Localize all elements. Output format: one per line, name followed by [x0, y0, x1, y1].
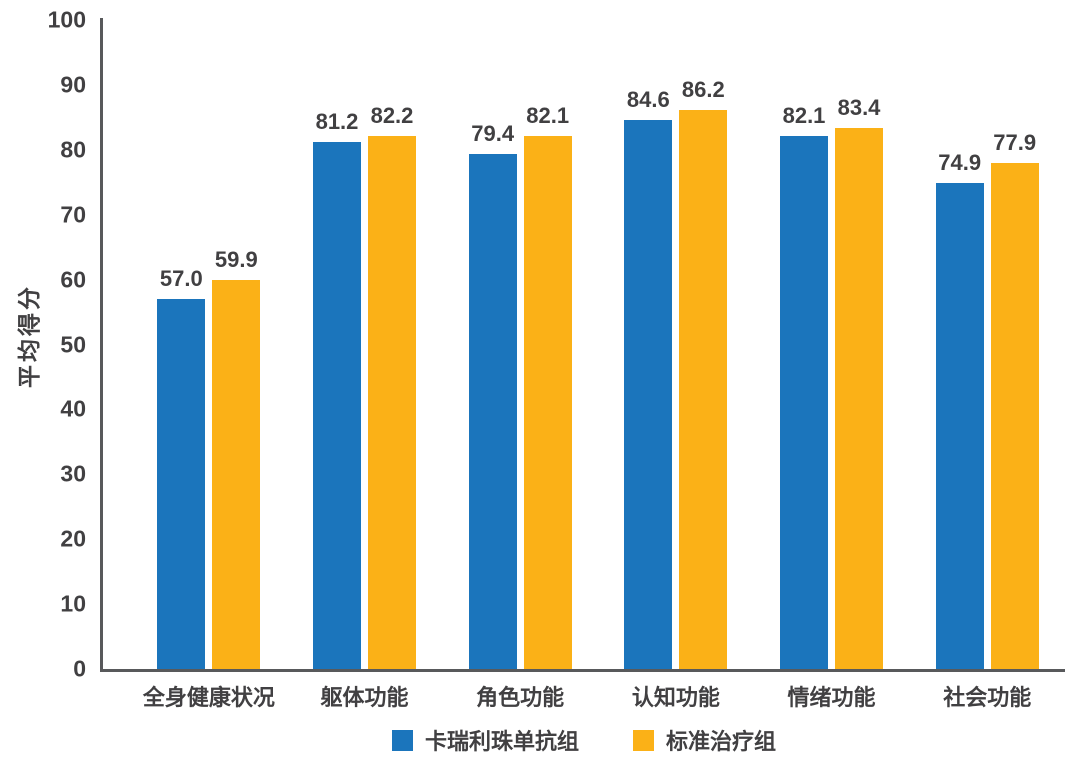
legend: 卡瑞利珠单抗组 标准治疗组: [103, 724, 1065, 756]
y-tick-label: 90: [60, 71, 86, 98]
bar: 59.9: [212, 247, 261, 669]
y-tick-label: 60: [60, 266, 86, 293]
bar-group: 84.6 86.2: [624, 20, 728, 669]
x-axis-category-label: 情绪功能: [787, 685, 876, 710]
y-axis-line: [100, 18, 103, 672]
bar-value-label: 86.2: [681, 76, 725, 102]
bar-group-slot: 79.4 82.1: [442, 20, 598, 669]
y-tick-label: 30: [60, 460, 86, 487]
bar: 81.2: [313, 109, 361, 669]
bar-group-slot: 82.1 83.4: [754, 20, 910, 669]
bar: 74.9: [935, 150, 984, 669]
bar: 84.6: [624, 87, 673, 669]
bar-value-label: 84.6: [626, 86, 670, 112]
bar-value-label: 82.1: [526, 103, 570, 129]
y-tick-label: 70: [60, 201, 86, 228]
bar: 86.2: [679, 77, 728, 669]
x-axis-category-label: 认知功能: [631, 685, 720, 710]
bar-value-label: 57.0: [159, 266, 203, 292]
y-tick-label: 20: [60, 525, 86, 552]
y-tick-label: 50: [60, 331, 86, 357]
bar-value-label: 82.2: [370, 102, 414, 128]
bar-group-slot: 74.9 77.9: [909, 20, 1065, 669]
legend-label: 卡瑞利珠单抗组: [424, 729, 579, 754]
x-axis-category-label: 社会功能: [943, 685, 1032, 710]
bar-group-slot: 81.2 82.2: [287, 20, 443, 669]
bar: 57.0: [157, 266, 206, 669]
bar: 83.4: [835, 95, 884, 669]
x-axis-labels: 全身健康状况 躯体功能 角色功能 认知功能 情绪功能 社会功能: [103, 680, 1065, 712]
bar-group: 81.2 82.2: [313, 20, 416, 669]
legend-entry: 卡瑞利珠单抗组: [391, 724, 579, 756]
legend-entry: 标准治疗组: [633, 724, 776, 756]
bar-value-label: 74.9: [938, 149, 982, 175]
bar: 77.9: [990, 130, 1039, 669]
legend-swatch: [391, 729, 413, 751]
x-axis-category-label: 角色功能: [476, 685, 565, 710]
y-tick-label: 100: [47, 6, 86, 33]
bar-value-label: 83.4: [837, 94, 881, 120]
bar-value-label: 79.4: [471, 120, 515, 146]
plot-area: 57.0 59.9 81.2 82.2 79.4 82.1 84.6 86.2 82.1 83.4…: [103, 20, 1065, 669]
bar-value-label: 77.9: [993, 130, 1037, 156]
bar-group: 79.4 82.1: [468, 20, 572, 669]
bar: 82.1: [780, 103, 829, 669]
bar: 82.1: [523, 103, 572, 669]
y-tick-label: 80: [60, 136, 86, 163]
bar-value-label: 59.9: [214, 247, 258, 273]
x-axis-category-label: 全身健康状况: [142, 685, 275, 710]
bar: 82.2: [368, 103, 416, 669]
bars-row: 57.0 59.9 81.2 82.2 79.4 82.1 84.6 86.2 82.1 83.4…: [103, 20, 1065, 669]
bar-value-label: 81.2: [315, 109, 359, 135]
y-axis-ticks: 0 10 20 30 40 50 60 70 80 90 100: [0, 7, 86, 682]
legend-swatch: [633, 729, 654, 751]
x-axis-category-label: 躯体功能: [320, 685, 409, 710]
bar-group-slot: 57.0 59.9: [131, 20, 287, 669]
bar-group-slot: 84.6 86.2: [598, 20, 754, 669]
bar-group: 57.0 59.9: [157, 20, 261, 669]
x-axis-line: [100, 669, 1065, 672]
bar-value-label: 82.1: [782, 103, 826, 129]
y-tick-label: 0: [73, 655, 86, 682]
bar-group: 82.1 83.4: [780, 20, 884, 669]
bar-group: 74.9 77.9: [935, 20, 1039, 669]
y-tick-label: 10: [60, 590, 86, 617]
legend-label: 标准治疗组: [666, 729, 777, 754]
y-tick-label: 40: [60, 395, 86, 422]
bar: 79.4: [468, 121, 517, 669]
